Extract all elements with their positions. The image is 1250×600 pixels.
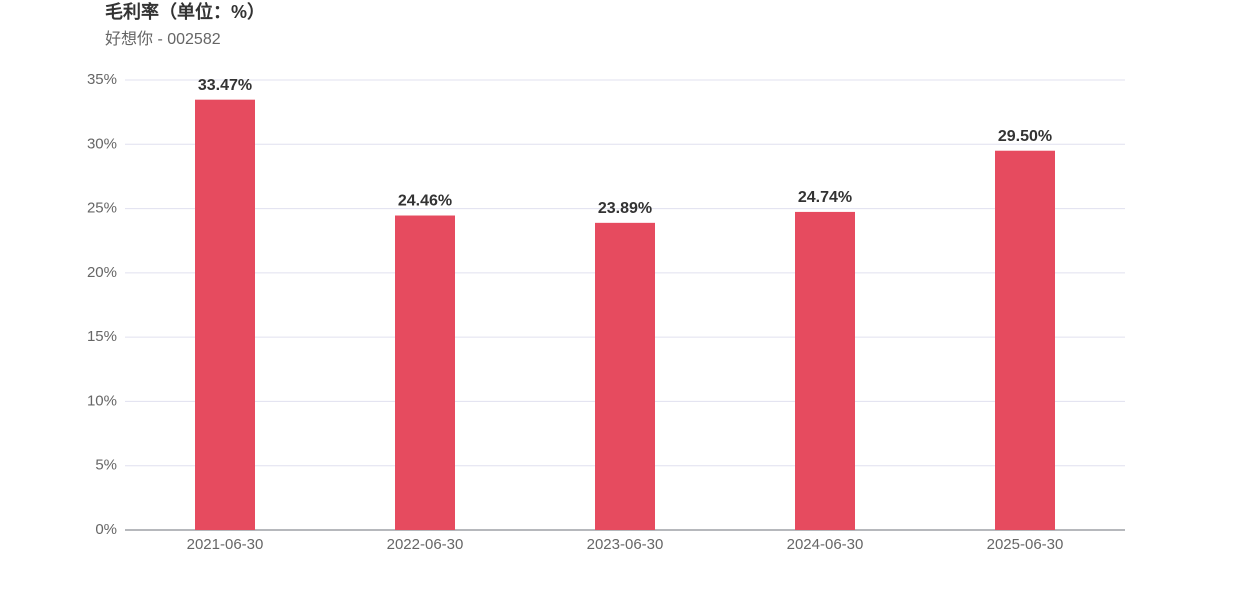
y-tick-label: 20% xyxy=(87,264,117,281)
value-label: 23.89% xyxy=(598,200,652,217)
bar xyxy=(995,150,1055,530)
y-tick-label: 5% xyxy=(95,457,117,474)
chart-title: 毛利率（单位：%） xyxy=(105,1,265,22)
y-tick-label: 30% xyxy=(87,135,117,152)
y-tick-label: 25% xyxy=(87,200,117,217)
chart-subtitle: 好想你 - 002582 xyxy=(105,30,221,48)
value-label: 33.47% xyxy=(198,77,252,94)
x-tick-label: 2024-06-30 xyxy=(787,536,864,553)
x-tick-label: 2025-06-30 xyxy=(987,536,1064,553)
x-tick-label: 2022-06-30 xyxy=(387,536,464,553)
y-tick-label: 35% xyxy=(87,71,117,88)
x-tick-label: 2021-06-30 xyxy=(187,536,264,553)
y-tick-label: 0% xyxy=(95,521,117,538)
bar xyxy=(195,99,255,531)
bar xyxy=(395,215,455,530)
bar xyxy=(795,211,855,530)
value-label: 24.74% xyxy=(798,189,852,206)
bar xyxy=(595,222,655,531)
y-tick-label: 15% xyxy=(87,328,117,345)
value-label: 24.46% xyxy=(398,193,452,210)
y-tick-label: 10% xyxy=(87,392,117,409)
value-label: 29.50% xyxy=(998,128,1052,145)
x-tick-label: 2023-06-30 xyxy=(587,536,664,553)
